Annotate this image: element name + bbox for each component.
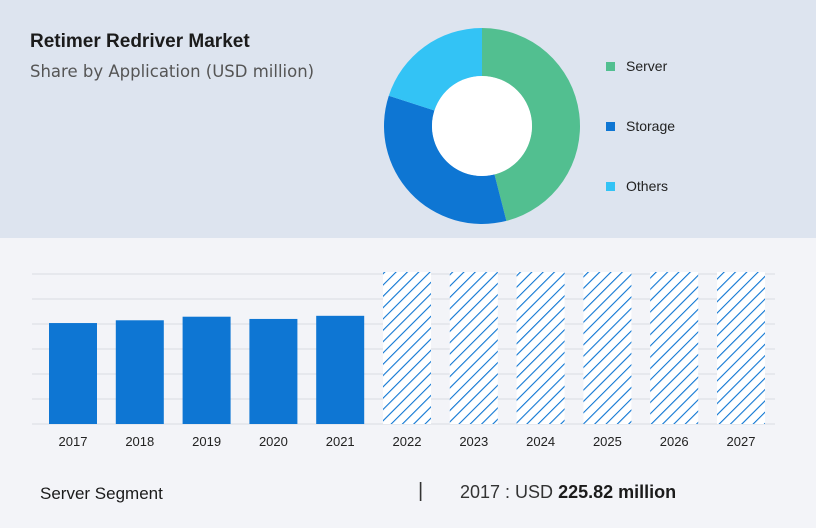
legend-label-storage: Storage [626, 118, 676, 134]
bar-2022-forecast [383, 272, 431, 424]
legend-item-storage: Storage [606, 118, 675, 134]
legend-swatch-server [606, 61, 615, 71]
x-tick-label-2021: 2021 [326, 434, 355, 449]
donut-slice-storage [384, 95, 507, 225]
x-tick-label-2026: 2026 [660, 434, 689, 449]
legend-label-others: Others [626, 178, 669, 194]
footer-year-prefix: 2017 : USD [460, 482, 554, 502]
legend-label-server: Server [626, 58, 668, 74]
x-tick-label-2018: 2018 [125, 434, 154, 449]
bar-2019 [182, 316, 231, 424]
x-tick-label-2023: 2023 [459, 434, 488, 449]
bar-2025-forecast [583, 272, 632, 424]
bar-2023-forecast [449, 272, 498, 424]
segment-label: Server Segment [40, 484, 163, 503]
donut-slice-server [482, 28, 580, 221]
chart-title: Retimer Redriver Market [30, 31, 250, 52]
chart-subtitle: Share by Application (USD million) [30, 62, 315, 81]
bar-chart: 2017 2018 2019 2020 2021 2022 2023 2024 2025 2026… [32, 272, 775, 449]
legend-swatch-storage [606, 121, 615, 131]
legend-swatch-others [606, 181, 615, 191]
bar-2017 [49, 323, 97, 424]
x-tick-label-2022: 2022 [393, 434, 422, 449]
x-tick-label-2025: 2025 [593, 434, 622, 449]
footer-stat: 2017 : USD 225.82 million [460, 482, 676, 503]
x-tick-label-2017: 2017 [59, 434, 88, 449]
x-tick-label-2020: 2020 [259, 434, 288, 449]
legend-item-server: Server [606, 58, 667, 74]
bar-2021 [316, 315, 365, 424]
donut-chart [384, 28, 580, 225]
bar-2020 [249, 318, 298, 424]
legend-item-others: Others [606, 178, 668, 194]
donut-slice-others [388, 28, 482, 111]
x-tick-label-2024: 2024 [526, 434, 555, 449]
bar-2027-forecast [717, 272, 765, 424]
footer-value: 225.82 million [558, 482, 677, 502]
donut-hole [432, 76, 532, 176]
x-tick-label-2027: 2027 [727, 434, 756, 449]
bar-2018 [115, 320, 164, 424]
x-tick-label-2019: 2019 [192, 434, 221, 449]
bar-2026-forecast [650, 272, 699, 424]
footer-separator: | [418, 480, 424, 502]
bar-2024-forecast [516, 272, 565, 424]
